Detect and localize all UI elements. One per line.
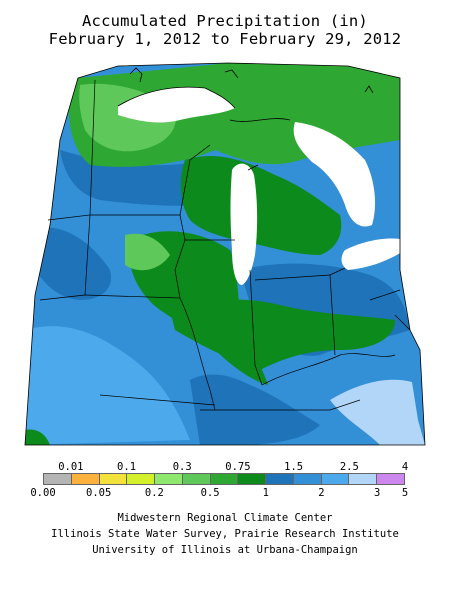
- map-title-line-2: February 1, 2012 to February 29, 2012: [48, 30, 402, 48]
- legend-bottom-label: 0.00: [30, 487, 56, 499]
- legend-swatch: [321, 474, 350, 484]
- legend-swatch: [44, 474, 72, 484]
- legend-swatch: [266, 474, 294, 484]
- coast-up-michigan: [229, 118, 291, 122]
- legend-top-label: 1.5: [284, 461, 304, 473]
- coastlines: [117, 67, 374, 171]
- region-light-blue-sw: [25, 326, 190, 445]
- lake-erie: [341, 238, 405, 270]
- region-dark-green-east: [170, 299, 395, 370]
- border-ohio-river: [261, 353, 396, 386]
- ontario-water: [400, 78, 425, 270]
- legend-swatch: [71, 474, 100, 484]
- legend-bottom-label: 0.05: [86, 487, 112, 499]
- legend-top-label: 0.3: [172, 461, 192, 473]
- island-isle-royale: [129, 67, 143, 83]
- legend-swatch: [349, 474, 378, 484]
- coast-superior-north: [117, 86, 236, 109]
- border-il-mo: [179, 297, 216, 411]
- credit-line-3: University of Illinois at Urbana-Champai…: [92, 544, 358, 556]
- lake-michigan: [230, 163, 258, 285]
- border-mo-ar: [99, 394, 216, 406]
- region-dark-blue-west: [30, 227, 111, 300]
- region-pale-blue-se: [330, 379, 425, 445]
- coast-door-county: [247, 164, 259, 171]
- legend-bottom-label: 2: [318, 487, 325, 499]
- credit-line-1: Midwestern Regional Climate Center: [117, 512, 333, 524]
- legend-top-label: 0.01: [58, 461, 84, 473]
- region-dark-green-sw: [25, 429, 50, 445]
- legend-swatch: [293, 474, 322, 484]
- border-ky-tn: [200, 399, 361, 411]
- state-borders: [39, 79, 411, 411]
- lake-huron: [293, 122, 376, 227]
- precipitation-field: [25, 63, 425, 445]
- region-dark-green-wi: [180, 155, 342, 255]
- map-frame: [24, 62, 426, 446]
- legend-bottom-label: 0.5: [200, 487, 220, 499]
- legend-swatch: [377, 474, 404, 484]
- legend-bottom-label: 0.2: [144, 487, 164, 499]
- coast-ontario: [224, 69, 239, 79]
- legend-colorbar: [43, 473, 405, 485]
- legend-swatch: [210, 474, 239, 484]
- border-il-in: [249, 269, 263, 386]
- credit-line-2: Illinois State Water Survey, Prairie Res…: [51, 528, 399, 540]
- border-mi-oh: [329, 267, 346, 276]
- island-manitoulin: [364, 85, 374, 94]
- legend-swatch: [127, 474, 156, 484]
- lake-superior: [118, 87, 235, 123]
- legend-top-label: 0.1: [117, 461, 137, 473]
- legend-swatch: [182, 474, 211, 484]
- legend-bottom-label: 1: [262, 487, 269, 499]
- legend-swatch: [238, 474, 267, 484]
- border-oh-pa: [369, 289, 401, 301]
- map-title-line-1: Accumulated Precipitation (in): [82, 12, 368, 30]
- legend-top-label: 0.75: [225, 461, 251, 473]
- legend-bottom-label: 3: [373, 487, 381, 499]
- border-ia-mo: [84, 294, 181, 299]
- border-oh-wv: [394, 314, 411, 331]
- legend-swatch: [155, 474, 183, 484]
- legend-bottom-label: 5: [401, 487, 409, 499]
- region-light-green-wc: [125, 233, 170, 271]
- legend-top-label: 4: [401, 461, 409, 473]
- legend-top-label: 2.5: [339, 461, 359, 473]
- border-mn-wi: [179, 144, 211, 216]
- legend-swatch: [99, 474, 128, 484]
